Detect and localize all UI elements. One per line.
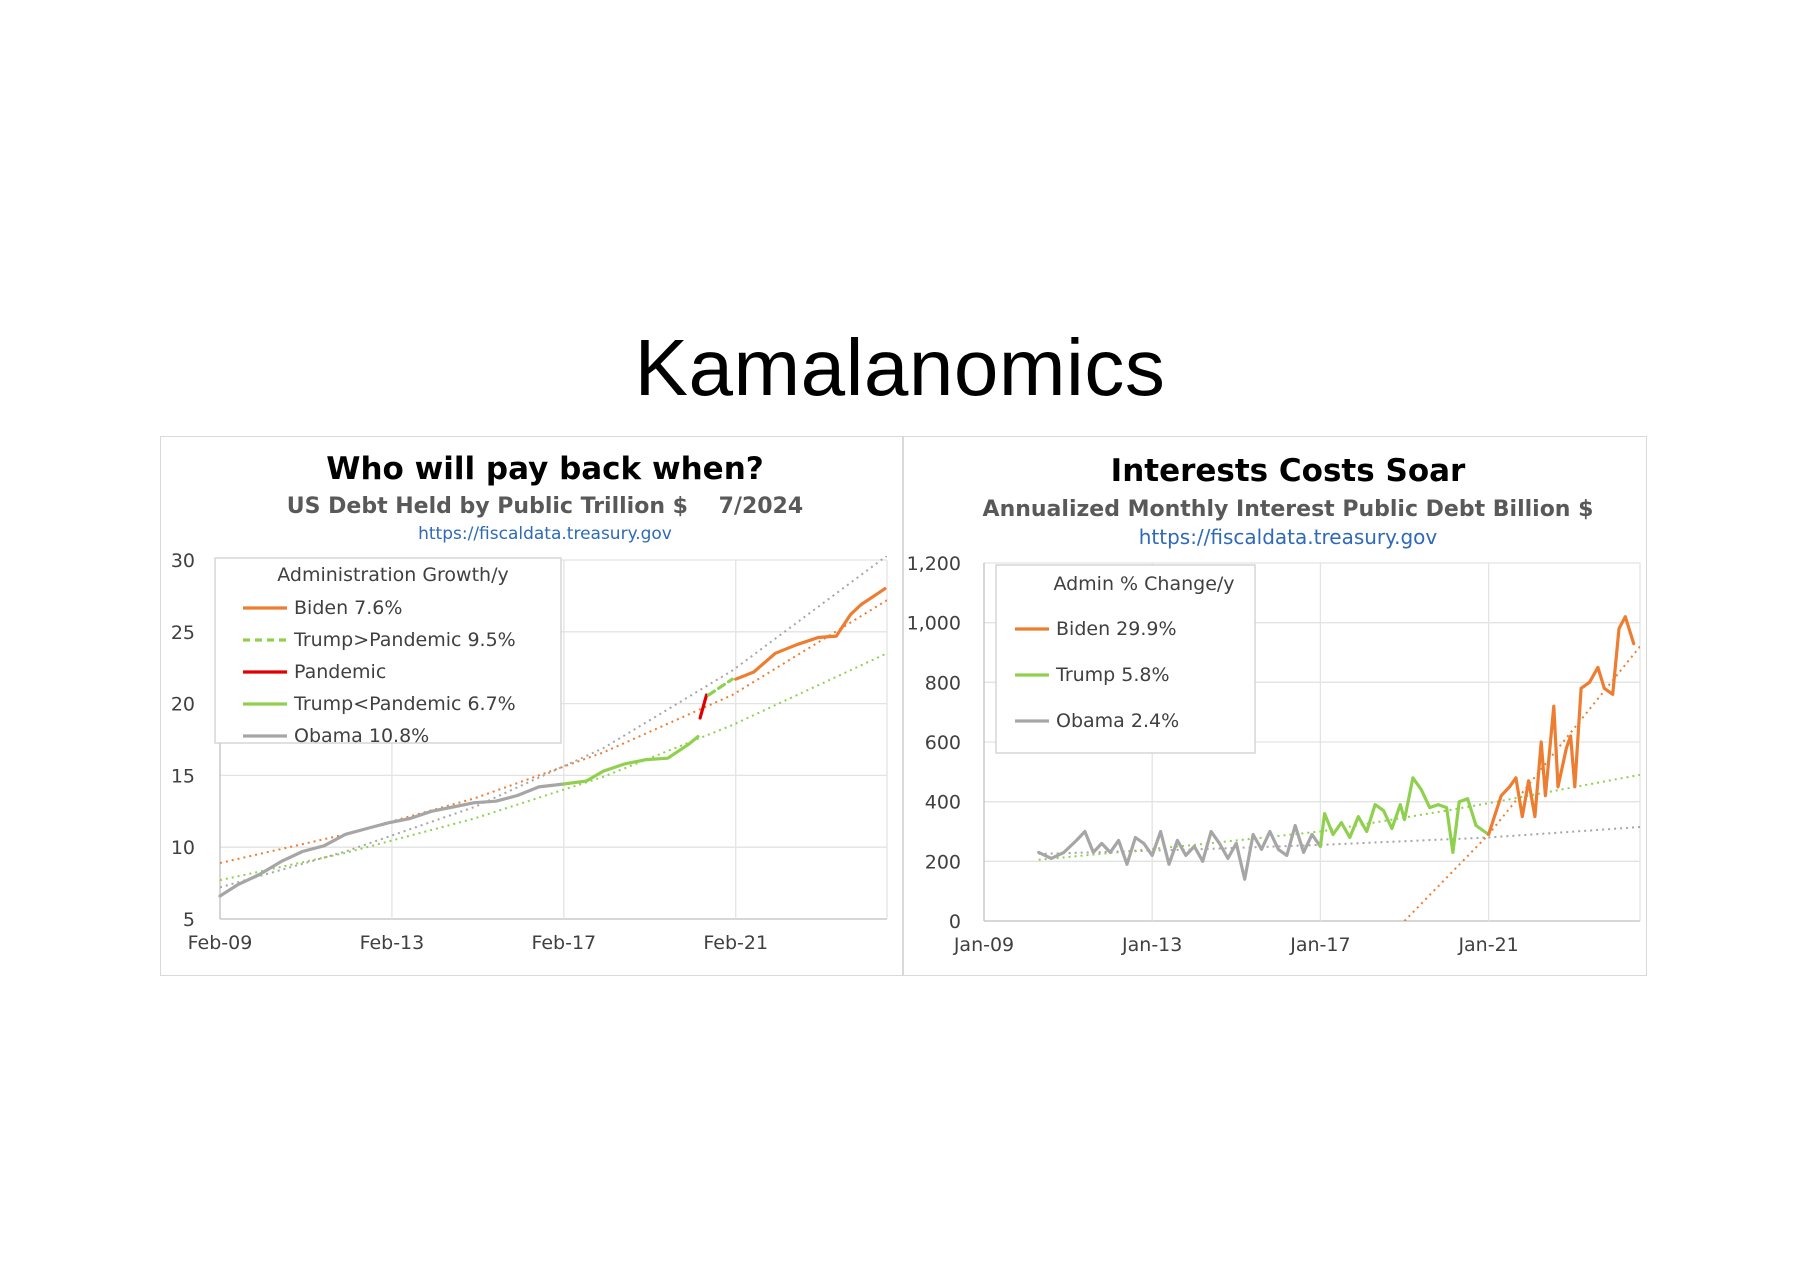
legend-label: Trump 5.8%	[1055, 664, 1170, 686]
y-tick-label: 800	[925, 672, 961, 694]
trendline	[220, 652, 887, 882]
legend-label: Obama 10.8%	[294, 725, 429, 747]
series-line	[218, 782, 566, 898]
trendline	[1038, 773, 1640, 861]
y-tick-label: 10	[171, 837, 195, 859]
series-line	[734, 587, 887, 681]
source-link: https://fiscaldata.treasury.gov	[1139, 525, 1438, 549]
series-line	[707, 677, 734, 697]
trendline	[220, 599, 887, 864]
y-tick-label: 200	[925, 851, 961, 873]
chart-interest-panel: Interests Costs Soar Annualized Monthly I…	[903, 436, 1647, 976]
series-line	[1487, 615, 1636, 837]
x-tick-label: Jan-09	[953, 934, 1014, 956]
series-line	[1318, 776, 1491, 854]
y-tick-label: 30	[171, 550, 195, 572]
y-tick-label: 1,200	[907, 553, 961, 575]
legend-box	[214, 557, 562, 744]
slide-title: Kamalanomics	[634, 323, 1166, 412]
y-tick-label: 0	[949, 911, 961, 933]
legend-title: Administration Growth/y	[277, 564, 509, 586]
legend-label: Trump>Pandemic 9.5%	[293, 629, 516, 651]
y-tick-label: 5	[183, 909, 195, 931]
chart-interest-svg: Interests Costs Soar Annualized Monthly I…	[907, 453, 1641, 956]
series-line	[698, 693, 709, 720]
x-tick-label: Feb-17	[531, 932, 596, 954]
trendline	[220, 556, 887, 889]
y-tick-label: 25	[171, 622, 195, 644]
x-tick-label: Jan-21	[1457, 934, 1518, 956]
legend-label: Biden 29.9%	[1056, 618, 1177, 640]
x-tick-label: Feb-13	[360, 932, 425, 954]
y-tick-label: 400	[925, 792, 961, 814]
chart-subtitle: Annualized Monthly Interest Public Debt …	[983, 497, 1594, 522]
legend-box	[995, 564, 1256, 754]
source-link: https://fiscaldata.treasury.gov	[418, 524, 672, 544]
x-tick-label: Feb-21	[703, 932, 768, 954]
chart-title: Who will pay back when?	[326, 451, 764, 487]
legend-label: Obama 2.4%	[1056, 710, 1179, 732]
chart-title: Interests Costs Soar	[1111, 453, 1466, 489]
y-tick-label: 600	[925, 732, 961, 754]
y-tick-label: 15	[171, 765, 195, 787]
y-tick-label: 1,000	[907, 613, 961, 635]
x-tick-label: Jan-17	[1289, 934, 1350, 956]
x-tick-label: Feb-09	[188, 932, 253, 954]
chart-subtitle: US Debt Held by Public Trillion $ 7/2024	[287, 494, 803, 519]
y-tick-label: 20	[171, 694, 195, 716]
legend-label: Pandemic	[294, 661, 386, 683]
chart-debt-panel: Who will pay back when? US Debt Held by P…	[160, 436, 903, 976]
x-tick-label: Jan-13	[1121, 934, 1182, 956]
series-line	[1037, 823, 1322, 881]
series-line	[562, 735, 700, 786]
legend-title: Admin % Change/y	[1053, 573, 1234, 595]
legend-label: Trump<Pandemic 6.7%	[293, 693, 516, 715]
legend-label: Biden 7.6%	[294, 597, 402, 619]
chart-debt-svg: Who will pay back when? US Debt Held by P…	[171, 451, 888, 954]
trendline	[1038, 826, 1640, 855]
